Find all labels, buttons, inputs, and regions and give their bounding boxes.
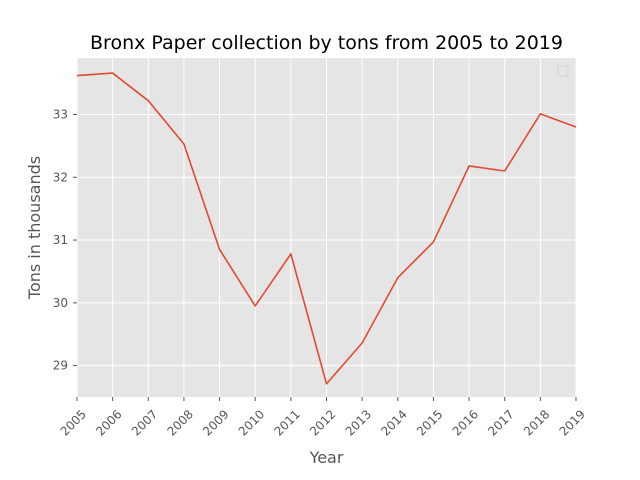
x-tick-label: 2016 xyxy=(450,407,481,438)
x-tick-label: 2014 xyxy=(378,407,409,438)
x-tick-label: 2013 xyxy=(343,407,374,438)
legend-box xyxy=(557,65,569,77)
y-axis-title: Tons in thousands xyxy=(25,156,44,300)
grid-lines xyxy=(76,58,577,397)
x-tick-label: 2011 xyxy=(271,407,302,438)
y-tick-label: 29 xyxy=(53,359,68,373)
x-axis-title: Year xyxy=(309,448,344,467)
y-tick-label: 33 xyxy=(53,108,68,122)
chart-title: Bronx Paper collection by tons from 2005… xyxy=(90,32,563,54)
x-tick-label: 2009 xyxy=(200,407,231,438)
y-tick-label: 32 xyxy=(53,170,68,184)
series-line xyxy=(76,72,577,385)
x-tick-label: 2007 xyxy=(129,407,160,438)
x-tick-label: 2018 xyxy=(521,407,552,438)
x-tick-label: 2017 xyxy=(485,407,516,438)
x-tick-label: 2005 xyxy=(58,407,89,438)
y-tick-label: 30 xyxy=(53,296,68,310)
x-tick-label: 2006 xyxy=(93,407,124,438)
x-tick-label: 2015 xyxy=(414,407,445,438)
x-tick-label: 2012 xyxy=(307,407,338,438)
x-tick-label: 2010 xyxy=(236,407,267,438)
x-tick-label: 2019 xyxy=(557,407,588,438)
x-tick-label: 2008 xyxy=(164,407,195,438)
y-tick-label: 31 xyxy=(53,233,68,247)
